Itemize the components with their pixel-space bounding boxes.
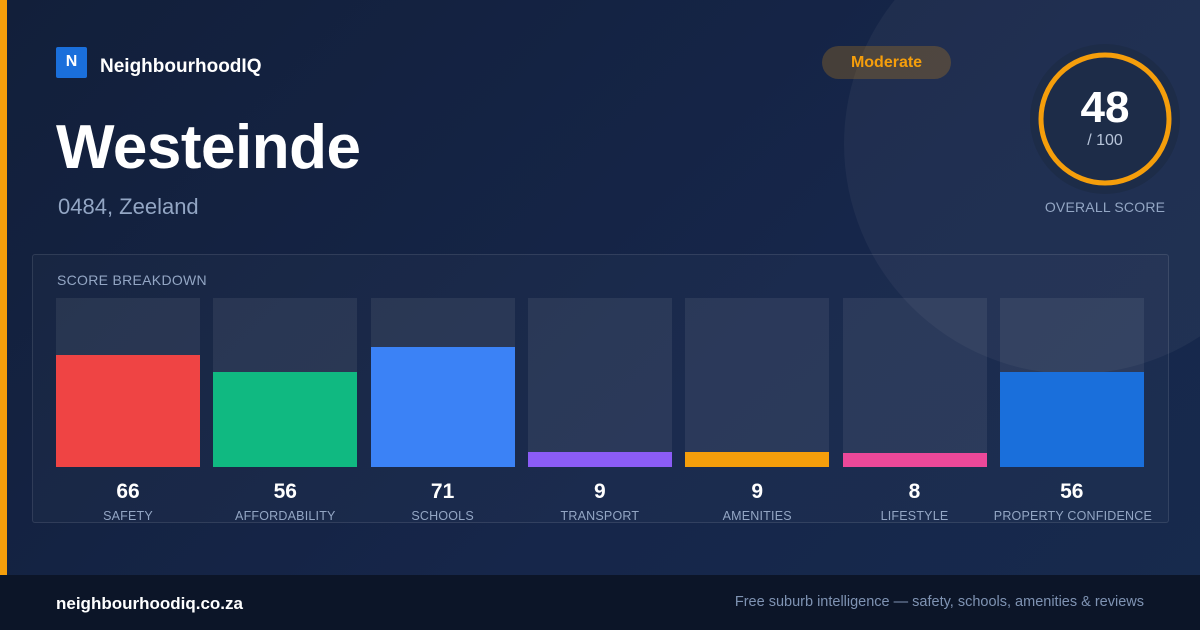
overall-score-value: 48 <box>1080 83 1130 132</box>
bar-label: PROPERTY CONFIDENCE <box>993 509 1153 523</box>
bar-value: 8 <box>908 480 921 503</box>
score-bar-property-confidence: 56 PROPERTY CONFIDENCE <box>994 298 1152 523</box>
bar-fill <box>527 451 672 467</box>
score-bar-affordability: 56 AFFORDABILITY <box>213 298 358 523</box>
bar-track <box>999 298 1144 467</box>
score-bar-lifestyle: 8 LIFESTYLE <box>842 298 987 523</box>
suburb-title: Westeinde <box>56 113 361 182</box>
bar-label: SCHOOLS <box>411 509 474 523</box>
bar-track <box>213 298 358 467</box>
bar-value: 71 <box>430 480 455 503</box>
bar-label: AFFORDABILITY <box>235 509 336 523</box>
bar-fill <box>842 453 987 467</box>
suburb-location: 0484, Zeeland <box>58 194 199 219</box>
bar-track <box>370 298 515 467</box>
overall-score-ring <box>1030 44 1180 194</box>
footer: neighbourhoodiq.co.za Free suburb intell… <box>0 575 1200 630</box>
score-breakdown-title: SCORE BREAKDOWN <box>57 272 207 288</box>
score-bar-transport: 9 TRANSPORT <box>527 298 672 523</box>
bar-track <box>842 298 987 467</box>
score-breakdown-panel: SCORE BREAKDOWN 66 SAFETY 56 AFFORDABILITY 7… <box>32 254 1169 523</box>
score-ring-progress <box>1038 52 1172 186</box>
bar-value: 9 <box>594 480 606 503</box>
bar-fill <box>213 372 358 467</box>
brand[interactable]: N NeighbourhoodIQ <box>56 46 261 78</box>
brand-logo-icon: N <box>56 46 87 78</box>
bar-value: 66 <box>116 480 140 503</box>
brand-name: NeighbourhoodIQ <box>100 56 262 77</box>
footer-tagline: Free suburb intelligence — safety, schoo… <box>734 594 1144 610</box>
bar-label: AMENITIES <box>722 509 792 523</box>
score-bar-safety: 66 SAFETY <box>56 298 200 523</box>
score-bars: 66 SAFETY 56 AFFORDABILITY 71 SCHOOLS 9 TRANSPO… <box>56 298 1152 523</box>
footer-site-link[interactable]: neighbourhoodiq.co.za <box>56 594 243 613</box>
accent-strip <box>0 0 7 575</box>
score-bar-schools: 71 SCHOOLS <box>370 298 515 523</box>
bar-value: 56 <box>1060 480 1084 503</box>
bar-fill <box>685 451 830 467</box>
bar-label: TRANSPORT <box>560 509 640 523</box>
overall-score-label: OVERALL SCORE <box>1044 199 1166 215</box>
score-bar-amenities: 9 AMENITIES <box>685 298 830 523</box>
bar-track <box>685 298 830 467</box>
overall-score-max: / 100 <box>1087 132 1123 149</box>
bar-label: LIFESTYLE <box>880 509 949 523</box>
bar-value: 56 <box>273 480 297 503</box>
rating-badge: Moderate <box>822 46 951 79</box>
bar-track <box>56 298 200 467</box>
bar-value: 9 <box>751 480 764 503</box>
bar-fill <box>999 372 1144 467</box>
bar-track <box>527 298 672 467</box>
bar-label: SAFETY <box>103 509 153 523</box>
score-ring-background <box>1030 44 1180 194</box>
bar-fill <box>370 347 515 467</box>
bar-fill <box>56 355 200 467</box>
